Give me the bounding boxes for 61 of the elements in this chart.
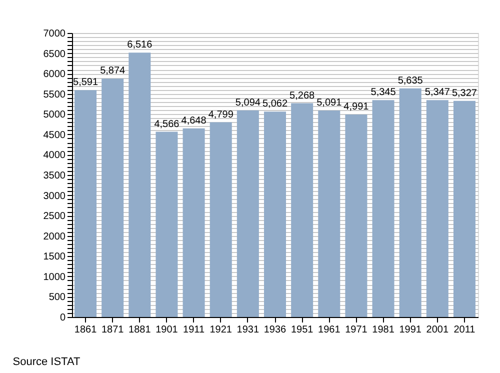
x-tick-label: 2011 bbox=[454, 324, 476, 336]
bar bbox=[128, 52, 151, 317]
data-label: 5,091 bbox=[316, 97, 342, 108]
bar bbox=[345, 114, 368, 317]
y-tick-label: 5000 bbox=[43, 110, 66, 121]
bar bbox=[372, 100, 394, 317]
x-tick-label: 1881 bbox=[128, 324, 152, 336]
y-tick-label: 5500 bbox=[43, 89, 66, 100]
x-tick-label: 1921 bbox=[210, 324, 232, 336]
y-tick-label: 6000 bbox=[43, 69, 66, 80]
bar bbox=[210, 122, 232, 317]
data-label: 5,874 bbox=[100, 66, 126, 77]
data-label: 5,347 bbox=[424, 87, 450, 98]
y-tick-label: 3500 bbox=[43, 170, 66, 182]
data-label: 5,094 bbox=[235, 97, 261, 108]
bar bbox=[291, 103, 314, 317]
y-tick-label: 4000 bbox=[43, 150, 66, 162]
data-label: 4,566 bbox=[154, 118, 180, 130]
source-note: Source ISTAT bbox=[12, 356, 80, 368]
bar bbox=[399, 88, 422, 317]
y-tick-label: 2500 bbox=[43, 211, 66, 222]
x-tick-label: 1971 bbox=[345, 324, 368, 336]
x-tick-label: 1911 bbox=[183, 324, 205, 336]
x-tick-label: 1991 bbox=[399, 324, 422, 336]
y-tick-label: 4500 bbox=[43, 130, 66, 141]
data-label: 5,268 bbox=[290, 90, 316, 102]
y-tick-label: 500 bbox=[48, 292, 66, 304]
data-label: 4,799 bbox=[208, 109, 234, 120]
y-tick-label: 3000 bbox=[43, 190, 66, 202]
x-tick-label: 1936 bbox=[264, 324, 287, 336]
data-label: 6,516 bbox=[127, 40, 153, 51]
data-label: 5,345 bbox=[370, 87, 396, 98]
x-tick-label: 1981 bbox=[372, 324, 395, 336]
bar bbox=[182, 128, 205, 317]
data-label: 5,062 bbox=[262, 98, 288, 110]
y-tick-label: 0 bbox=[60, 312, 66, 324]
bar bbox=[74, 90, 97, 317]
bar bbox=[156, 132, 178, 317]
data-label: 4,648 bbox=[181, 115, 207, 126]
y-tick-label: 1500 bbox=[43, 252, 66, 263]
data-label: 4,991 bbox=[344, 102, 370, 113]
x-tick-label: 1901 bbox=[156, 324, 178, 336]
data-label: 5,635 bbox=[398, 75, 424, 86]
data-label: 5,591 bbox=[73, 77, 98, 88]
bar bbox=[318, 110, 340, 317]
bar bbox=[102, 78, 124, 317]
bar bbox=[426, 100, 448, 317]
x-tick-label: 1961 bbox=[318, 324, 341, 336]
y-tick-label: 6500 bbox=[43, 48, 66, 60]
data-label: 5,327 bbox=[452, 88, 478, 99]
y-tick-label: 7000 bbox=[43, 28, 66, 40]
x-tick-label: 1871 bbox=[101, 324, 124, 336]
x-tick-label: 2001 bbox=[426, 324, 449, 336]
x-tick-label: 1861 bbox=[74, 324, 98, 336]
x-tick-label: 1951 bbox=[290, 324, 314, 336]
x-tick-label: 1931 bbox=[236, 324, 260, 336]
bar bbox=[236, 110, 259, 317]
y-tick-label: 1000 bbox=[43, 272, 66, 283]
y-tick-label: 2000 bbox=[43, 231, 66, 242]
bar bbox=[453, 100, 476, 317]
bar bbox=[264, 112, 286, 317]
